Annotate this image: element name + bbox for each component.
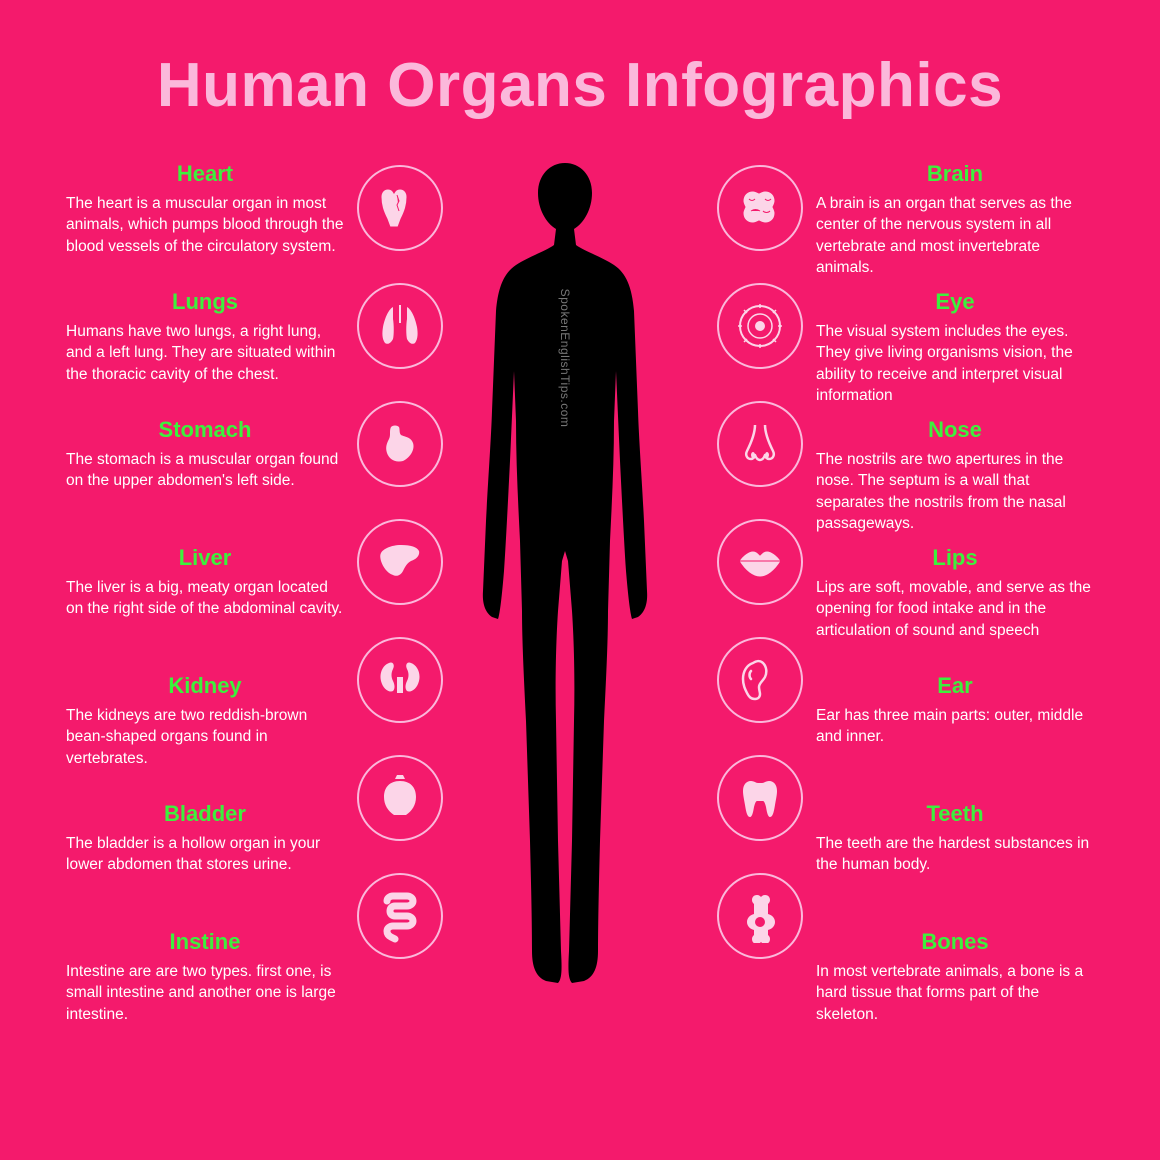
- human-body-silhouette: SpokenEnglishTips.com: [450, 161, 680, 991]
- body-column: SpokenEnglishTips.com: [450, 161, 710, 991]
- organ-item: Nose The nostrils are two apertures in th…: [810, 417, 1100, 545]
- organ-item: Bones In most vertebrate animals, a bone …: [810, 929, 1100, 1057]
- organ-description: In most vertebrate animals, a bone is a …: [810, 961, 1100, 1025]
- organ-title: Ear: [810, 673, 1100, 699]
- brain-icon: [717, 165, 803, 251]
- lungs-icon: [357, 283, 443, 369]
- page-title: Human Organs Infographics: [30, 50, 1130, 121]
- organ-title: Kidney: [60, 673, 350, 699]
- lips-icon: [717, 519, 803, 605]
- liver-icon: [357, 519, 443, 605]
- organ-item: Liver The liver is a big, meaty organ loc…: [60, 545, 350, 673]
- organ-item: Kidney The kidneys are two reddish-brown …: [60, 673, 350, 801]
- organ-description: Lips are soft, movable, and serve as the…: [810, 577, 1100, 641]
- organ-description: The nostrils are two apertures in the no…: [810, 449, 1100, 535]
- organ-title: Lungs: [60, 289, 350, 315]
- organ-description: Ear has three main parts: outer, middle …: [810, 705, 1100, 748]
- stomach-icon: [357, 401, 443, 487]
- organ-item: Eye The visual system includes the eyes. …: [810, 289, 1100, 417]
- organ-description: The bladder is a hollow organ in your lo…: [60, 833, 350, 876]
- organ-description: The heart is a muscular organ in most an…: [60, 193, 350, 257]
- heart-icon: [357, 165, 443, 251]
- organ-item: Stomach The stomach is a muscular organ f…: [60, 417, 350, 545]
- organ-item: Brain A brain is an organ that serves as …: [810, 161, 1100, 289]
- organ-description: The liver is a big, meaty organ located …: [60, 577, 350, 620]
- teeth-icon: [717, 755, 803, 841]
- intestine-icon: [357, 873, 443, 959]
- organ-item: Instine Intestine are are two types. firs…: [60, 929, 350, 1057]
- organ-description: The visual system includes the eyes. The…: [810, 321, 1100, 407]
- organ-title: Nose: [810, 417, 1100, 443]
- organ-item: Ear Ear has three main parts: outer, midd…: [810, 673, 1100, 801]
- organ-description: Humans have two lungs, a right lung, and…: [60, 321, 350, 385]
- organ-item: Teeth The teeth are the hardest substance…: [810, 801, 1100, 929]
- organ-title: Liver: [60, 545, 350, 571]
- organ-title: Heart: [60, 161, 350, 187]
- organ-title: Lips: [810, 545, 1100, 571]
- organ-title: Brain: [810, 161, 1100, 187]
- main-grid: Heart The heart is a muscular organ in mo…: [30, 161, 1130, 1057]
- organ-item: Lungs Humans have two lungs, a right lung…: [60, 289, 350, 417]
- organ-description: Intestine are are two types. first one, …: [60, 961, 350, 1025]
- left-icon-column: [350, 161, 450, 959]
- organ-item: Heart The heart is a muscular organ in mo…: [60, 161, 350, 289]
- organ-title: Teeth: [810, 801, 1100, 827]
- bones-icon: [717, 873, 803, 959]
- infographic-canvas: Human Organs Infographics Heart The heart…: [0, 0, 1160, 1160]
- right-icon-column: [710, 161, 810, 959]
- organ-title: Bones: [810, 929, 1100, 955]
- organ-description: The stomach is a muscular organ found on…: [60, 449, 350, 492]
- ear-icon: [717, 637, 803, 723]
- organ-title: Instine: [60, 929, 350, 955]
- organ-description: A brain is an organ that serves as the c…: [810, 193, 1100, 279]
- kidney-icon: [357, 637, 443, 723]
- organ-item: Bladder The bladder is a hollow organ in …: [60, 801, 350, 929]
- eye-icon: [717, 283, 803, 369]
- bladder-icon: [357, 755, 443, 841]
- organ-title: Eye: [810, 289, 1100, 315]
- organ-title: Stomach: [60, 417, 350, 443]
- left-text-column: Heart The heart is a muscular organ in mo…: [60, 161, 350, 1057]
- nose-icon: [717, 401, 803, 487]
- organ-title: Bladder: [60, 801, 350, 827]
- right-text-column: Brain A brain is an organ that serves as …: [810, 161, 1100, 1057]
- organ-description: The teeth are the hardest substances in …: [810, 833, 1100, 876]
- watermark-text: SpokenEnglishTips.com: [558, 289, 572, 428]
- organ-description: The kidneys are two reddish-brown bean-s…: [60, 705, 350, 769]
- organ-item: Lips Lips are soft, movable, and serve as…: [810, 545, 1100, 673]
